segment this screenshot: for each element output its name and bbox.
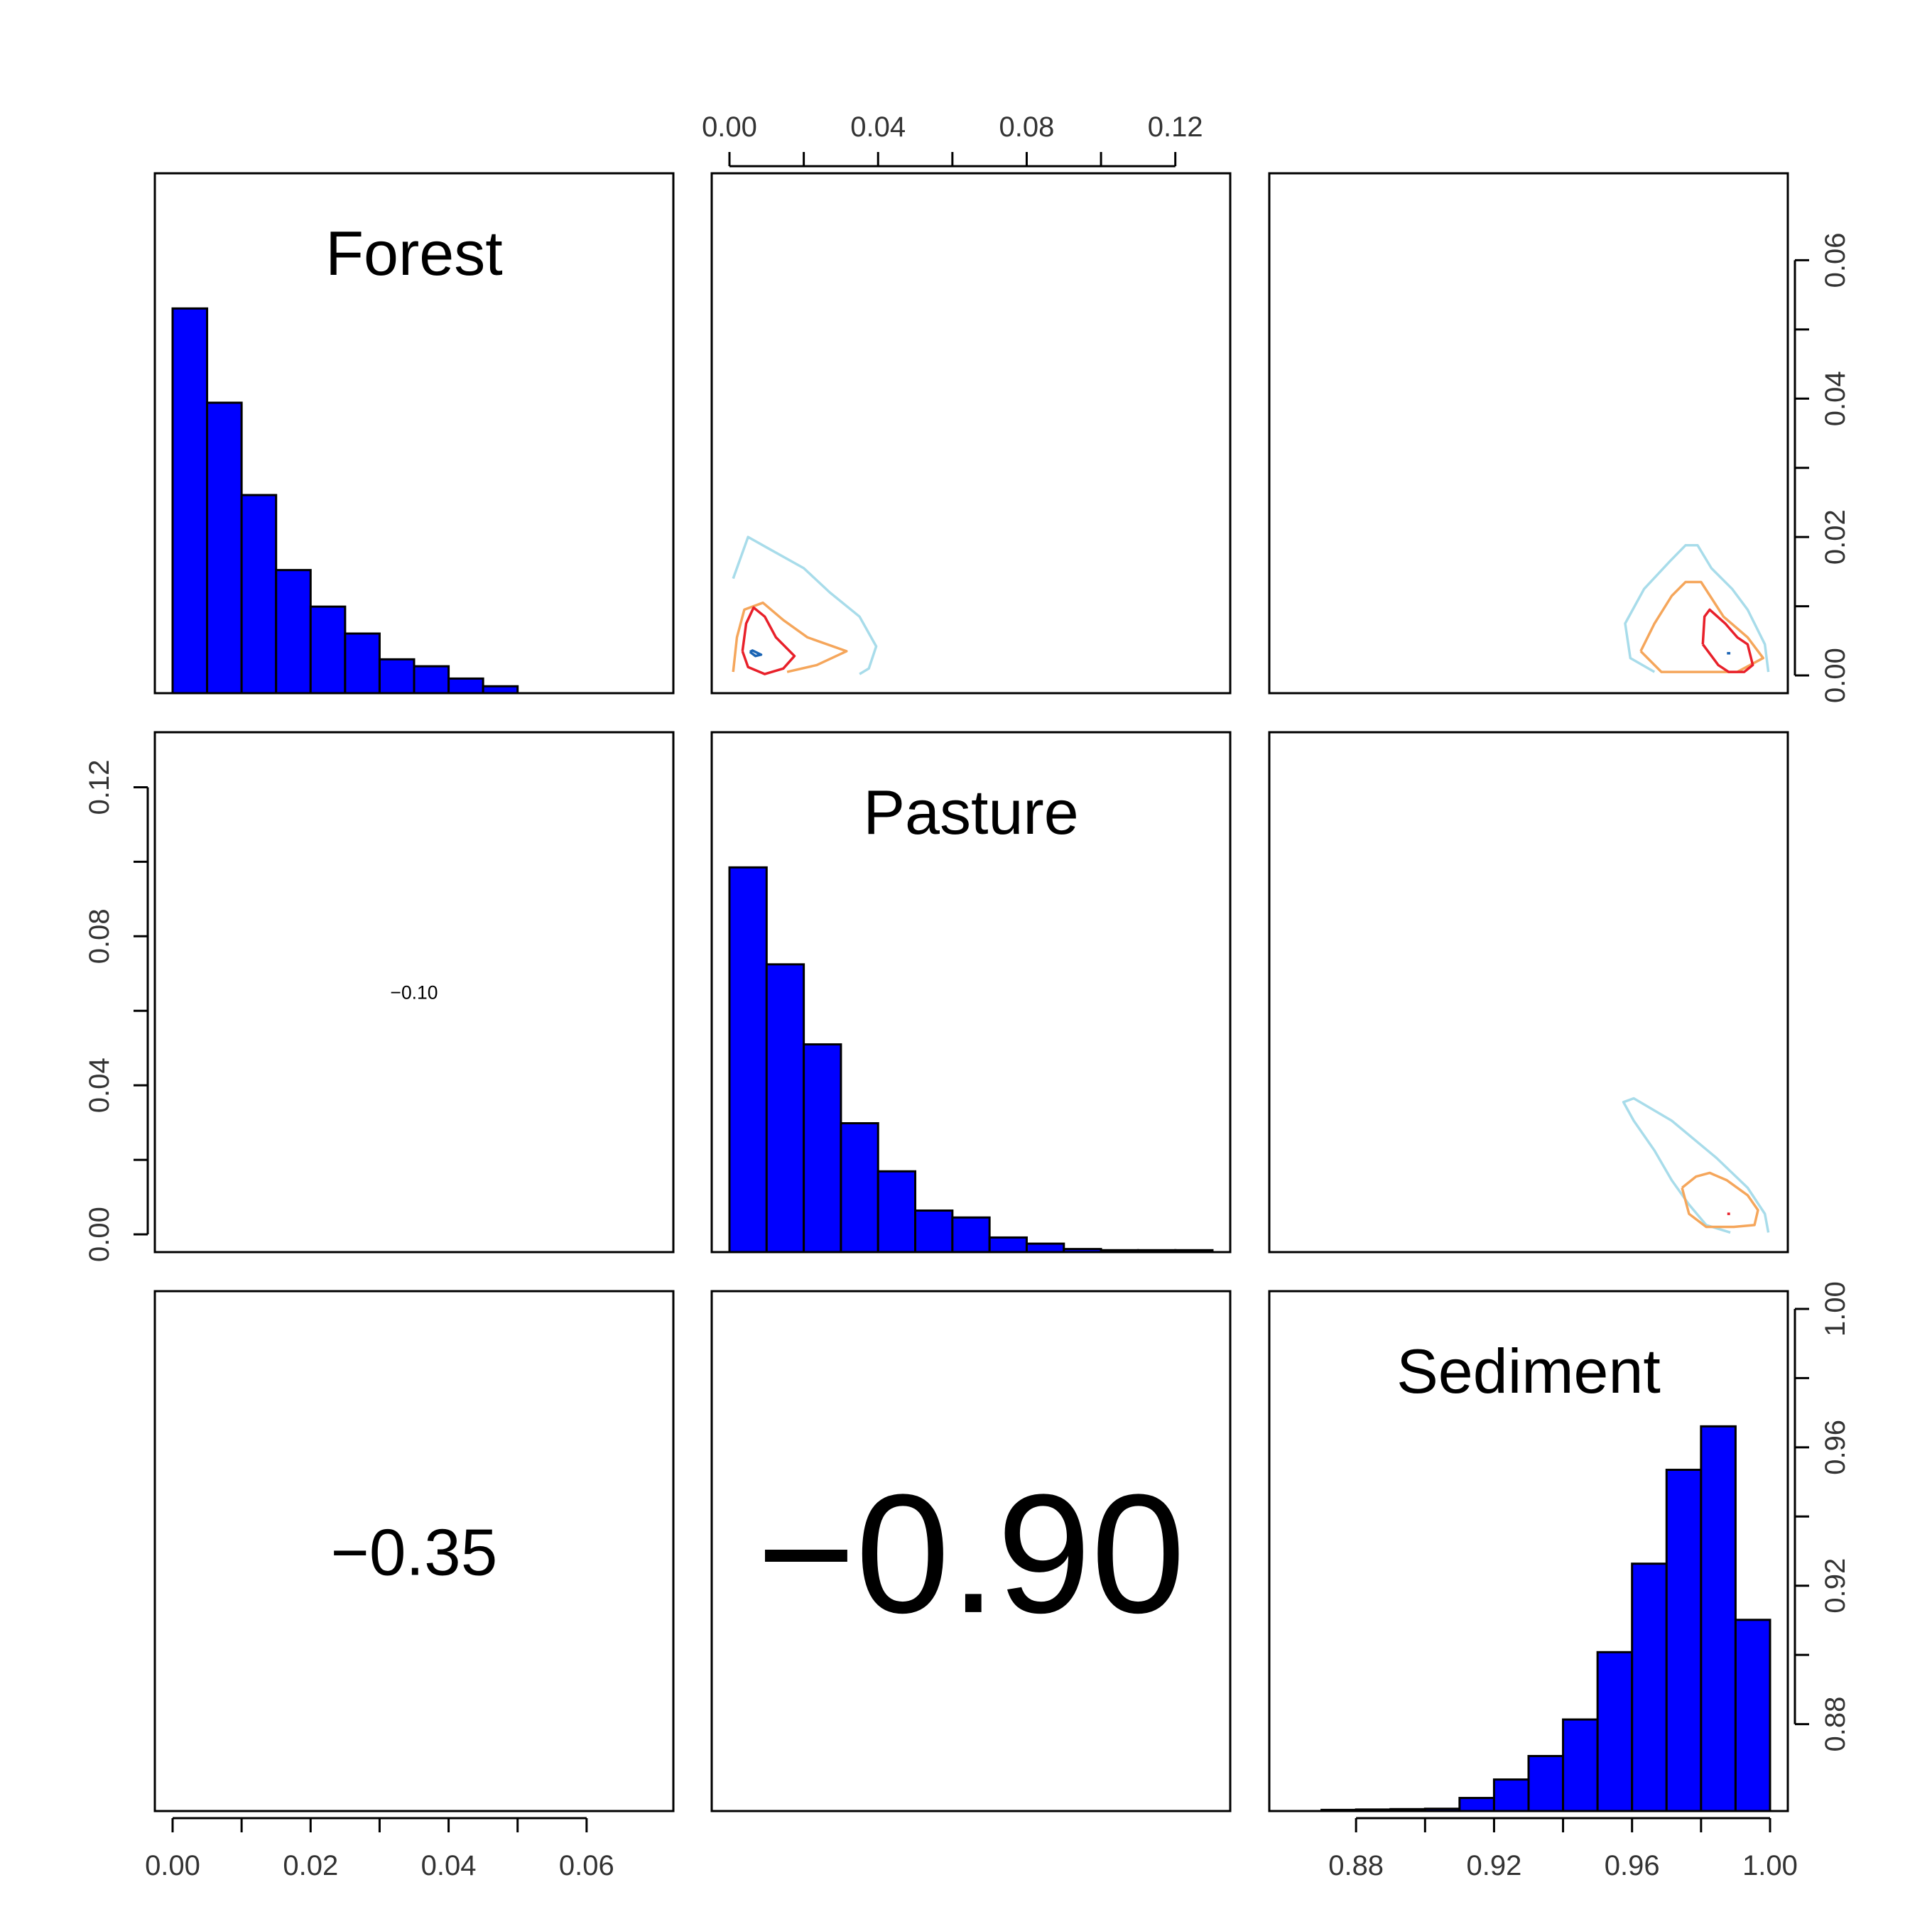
tick-label: 0.00 — [1820, 648, 1851, 703]
histogram-bar — [275, 569, 312, 695]
contour-line — [732, 601, 848, 673]
histogram-bar — [482, 685, 519, 695]
y-axis-right-sediment: 0.88 0.92 0.96 1.00 — [1793, 1281, 1851, 1752]
histogram-bar — [1025, 1242, 1065, 1254]
tick-label: 0.06 — [559, 1850, 614, 1881]
tick-label: 0.00 — [145, 1850, 200, 1881]
contour-plot-forest-vs-pasture — [732, 536, 878, 675]
variable-label-sediment: Sediment — [1396, 1336, 1661, 1406]
histogram-forest — [171, 307, 519, 695]
histogram-bar — [1596, 1651, 1634, 1812]
tick-label: 0.00 — [702, 112, 757, 143]
histogram-bar — [988, 1236, 1028, 1254]
tick-label: 0.04 — [84, 1058, 115, 1113]
panel-frame-r1-c2 — [1268, 731, 1789, 1254]
tick-label: 0.92 — [1466, 1850, 1521, 1881]
x-axis-bottom-forest: 0.00 0.02 0.04 0.06 — [145, 1817, 614, 1881]
histogram-bar — [171, 307, 209, 695]
tick-label: 0.92 — [1820, 1558, 1851, 1614]
histogram-bar — [344, 632, 381, 695]
histogram-bar — [447, 677, 484, 695]
histogram-bar — [728, 866, 768, 1254]
panel-contents: Forest Pasture Sediment −0.10 −0.35 −0.90 — [171, 218, 1771, 1812]
tick-label: 0.96 — [1820, 1420, 1851, 1475]
tick-label: 0.88 — [1820, 1697, 1851, 1752]
correlation-label: −0.10 — [390, 982, 438, 1004]
histogram-bar — [1100, 1249, 1139, 1254]
y-axis-right-forest: 0.00 0.02 0.04 0.06 — [1793, 232, 1851, 703]
tick-label: 0.88 — [1328, 1850, 1384, 1881]
histogram-bar — [765, 963, 805, 1254]
histogram-bar — [1458, 1797, 1495, 1812]
histogram-bar — [1562, 1718, 1599, 1812]
histogram-bar — [378, 658, 416, 695]
contour-line — [1681, 1171, 1759, 1229]
correlation-label: −0.90 — [756, 1459, 1185, 1648]
tick-label: 0.12 — [84, 760, 115, 815]
histogram-bar — [1527, 1755, 1565, 1812]
panel-frame-r2-c1 — [710, 1290, 1232, 1812]
tick-label: 0.02 — [283, 1850, 338, 1881]
y-axis-left-pasture: 0.00 0.04 0.08 0.12 — [84, 760, 149, 1262]
variable-label-pasture: Pasture — [863, 777, 1078, 847]
panel-frame-r2-c0 — [153, 1290, 675, 1812]
tick-label: 1.00 — [1742, 1850, 1798, 1881]
contour-plot-forest-vs-sediment — [1624, 544, 1770, 673]
tick-label: 0.96 — [1605, 1850, 1660, 1881]
histogram-bar — [1063, 1248, 1102, 1254]
tick-label: 0.04 — [850, 112, 906, 143]
histogram-bar — [1734, 1619, 1771, 1812]
x-axis-top-pasture: 0.00 0.04 0.08 0.12 — [702, 112, 1203, 168]
contour-line — [1701, 608, 1754, 673]
histogram-bar — [803, 1043, 842, 1254]
tick-label: 0.00 — [84, 1207, 115, 1262]
histogram-bar — [1492, 1778, 1530, 1812]
histogram-bar — [1136, 1249, 1177, 1254]
histogram-bar — [1320, 1808, 1357, 1812]
contour-line — [741, 606, 796, 675]
tick-label: 1.00 — [1820, 1281, 1851, 1337]
contour-line — [749, 649, 763, 658]
tick-label: 0.08 — [999, 112, 1055, 143]
histogram-sediment — [1320, 1425, 1771, 1812]
contour-line — [1639, 580, 1765, 673]
histogram-bar — [413, 665, 450, 695]
panel-frames — [153, 172, 1789, 1812]
histogram-bar — [206, 401, 243, 695]
tick-label: 0.12 — [1148, 112, 1203, 143]
histogram-bar — [240, 494, 278, 695]
correlation-label: −0.35 — [331, 1515, 498, 1589]
histogram-bar — [877, 1170, 917, 1254]
histogram-bar — [1700, 1425, 1737, 1812]
histogram-bar — [1355, 1808, 1392, 1812]
tick-label: 0.04 — [1820, 371, 1851, 426]
tick-label: 0.08 — [84, 908, 115, 964]
histogram-bar — [840, 1122, 879, 1254]
contour-line — [732, 536, 878, 675]
tick-label: 0.02 — [1820, 509, 1851, 565]
contour-plot-pasture-vs-sediment — [1622, 1097, 1770, 1234]
histogram-bar — [1423, 1807, 1461, 1812]
histogram-bar — [1389, 1807, 1426, 1812]
contour-line — [1624, 544, 1770, 673]
histogram-bar — [309, 605, 347, 695]
variable-label-forest: Forest — [325, 218, 502, 288]
x-axis-bottom-sediment: 0.88 0.92 0.96 1.00 — [1328, 1817, 1798, 1881]
histogram-bar — [1631, 1562, 1668, 1812]
panel-frame-r0-c1 — [710, 172, 1232, 695]
contour-line — [1622, 1097, 1770, 1234]
histogram-bar — [1665, 1469, 1703, 1812]
histogram-bar — [1174, 1249, 1214, 1254]
panel-frame-r1-c0 — [153, 731, 675, 1254]
tick-label: 0.04 — [421, 1850, 477, 1881]
histogram-pasture — [728, 866, 1214, 1254]
tick-label: 0.06 — [1820, 232, 1851, 288]
panel-frame-r0-c2 — [1268, 172, 1789, 695]
histogram-bar — [951, 1216, 991, 1254]
axes: 0.00 0.02 0.04 0.06 0.88 0.92 0.96 1.00 0.00 0.04… — [84, 112, 1851, 1881]
histogram-bar — [914, 1209, 954, 1254]
